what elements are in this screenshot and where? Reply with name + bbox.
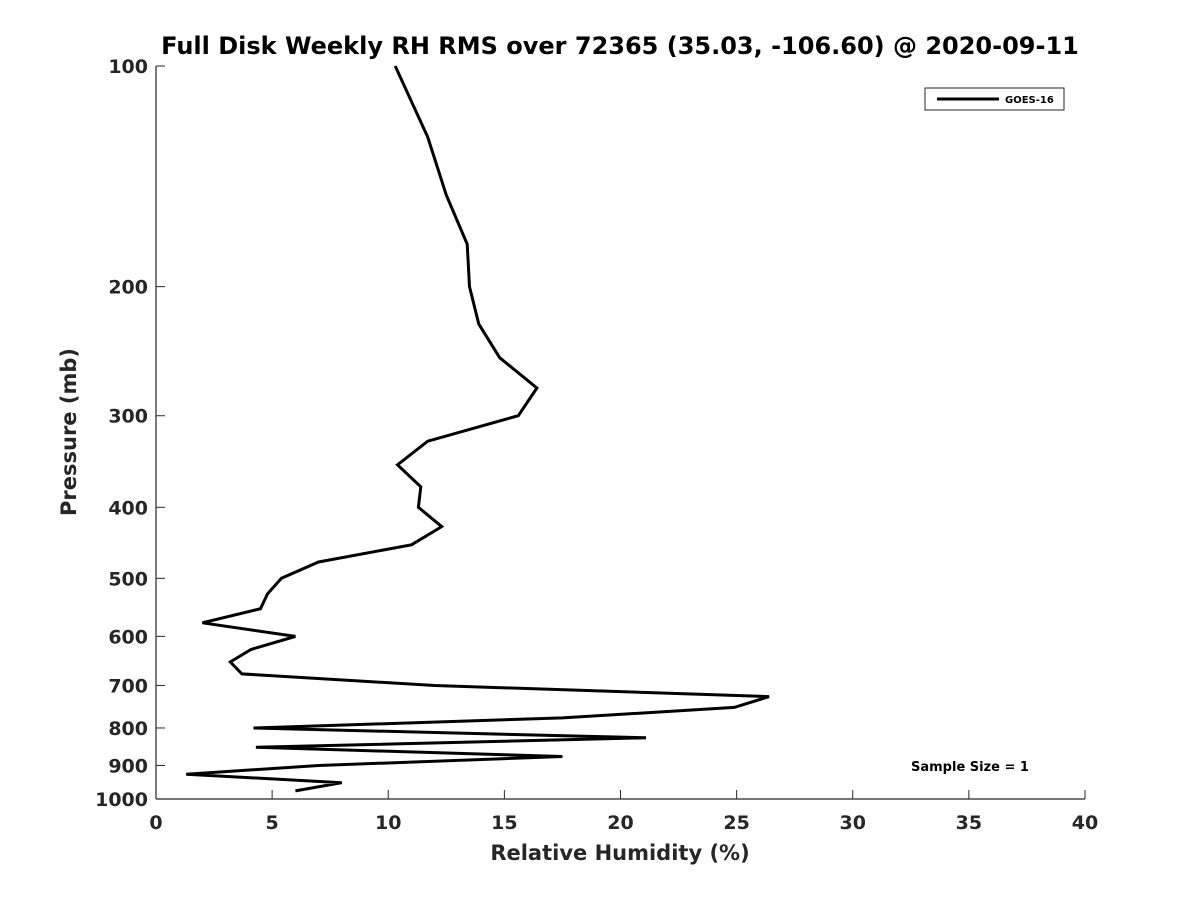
x-tick-label: 10 <box>375 812 401 834</box>
chart-title: Full Disk Weekly RH RMS over 72365 (35.0… <box>161 32 1079 60</box>
axes <box>155 66 1085 800</box>
y-tick-label: 1000 <box>95 789 148 811</box>
x-tick-label: 25 <box>723 812 749 834</box>
x-axis-ticks: 0 5 10 15 20 25 30 35 40 <box>149 790 1098 834</box>
y-tick-label: 200 <box>108 277 148 299</box>
y-tick-label: 300 <box>108 406 148 428</box>
series-line-goes-16 <box>186 65 770 793</box>
y-tick-label: 400 <box>108 497 148 519</box>
y-tick-label: 700 <box>108 675 148 697</box>
y-tick-label: 900 <box>108 755 148 777</box>
x-axis-label: Relative Humidity (%) <box>490 841 749 865</box>
y-axis-label: Pressure (mb) <box>57 348 81 516</box>
y-tick-label: 600 <box>108 626 148 648</box>
y-tick-label: 100 <box>108 56 148 78</box>
legend: GOES-16 <box>924 87 1065 111</box>
x-tick-label: 30 <box>840 812 866 834</box>
series-layer <box>186 65 770 793</box>
y-tick-label: 800 <box>108 718 148 740</box>
x-tick-label: 5 <box>266 812 279 834</box>
legend-label-goes-16: GOES-16 <box>1005 95 1054 106</box>
y-tick-label: 500 <box>108 568 148 590</box>
x-tick-label: 0 <box>149 812 162 834</box>
x-tick-label: 20 <box>607 812 633 834</box>
x-tick-label: 35 <box>956 812 982 834</box>
x-tick-label: 40 <box>1072 812 1098 834</box>
y-axis-ticks: 100 200 300 400 500 600 700 800 900 1000 <box>95 56 165 811</box>
x-tick-label: 15 <box>491 812 517 834</box>
sample-size-annotation: Sample Size = 1 <box>911 760 1029 775</box>
